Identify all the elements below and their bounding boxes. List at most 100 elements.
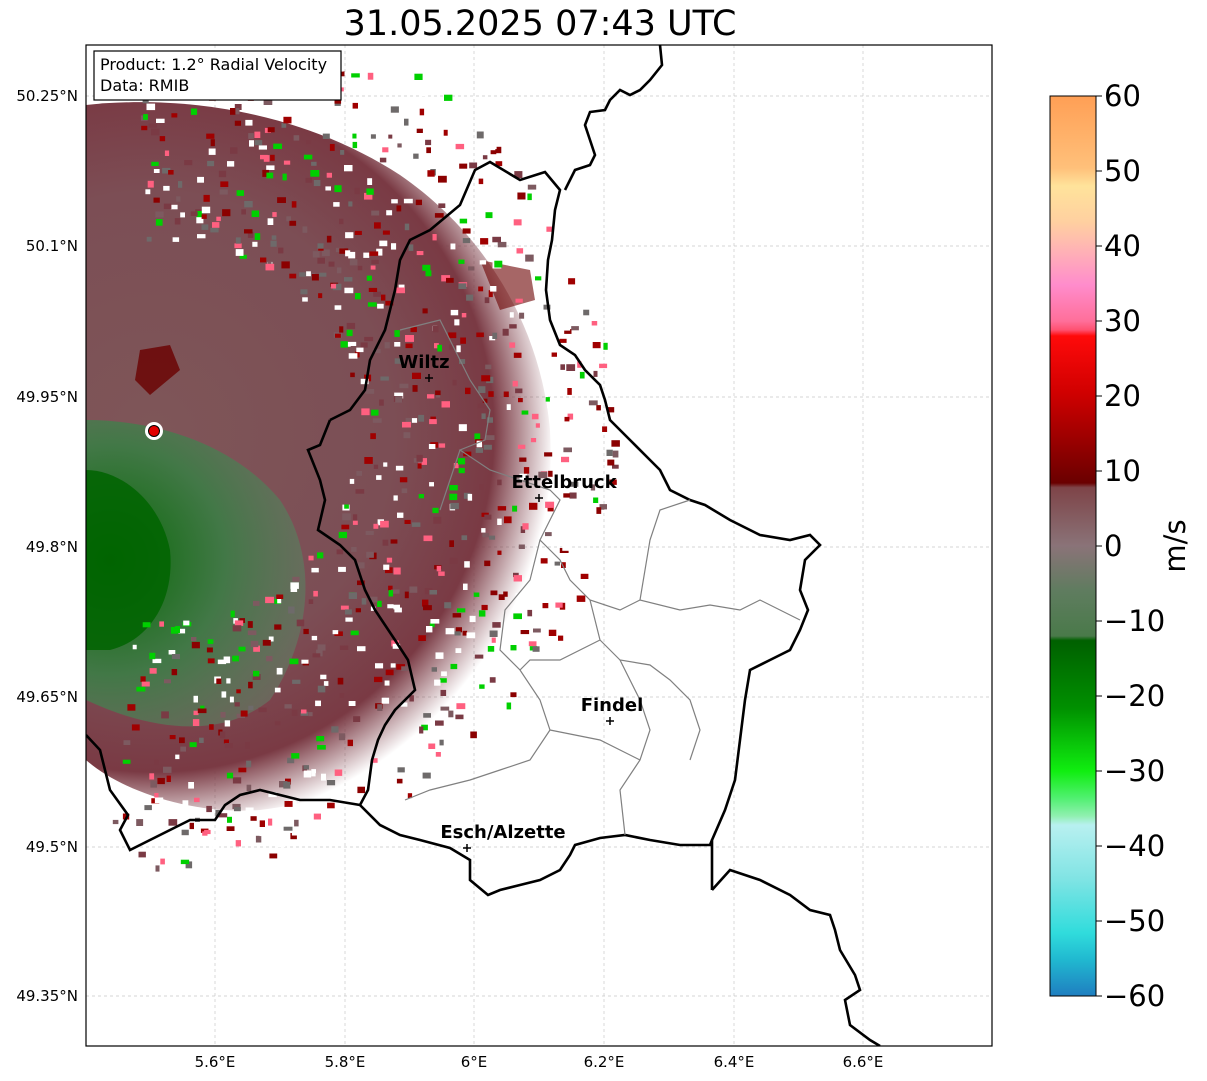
speckle-gate [311,635,318,641]
speckle-gate [354,230,362,235]
speckle-gate [373,291,381,297]
speckle-gate [180,212,185,218]
speckle-gate [394,330,400,337]
speckle-gate [254,233,261,240]
speckle-gate [394,607,402,613]
speckle-gate [267,218,274,225]
speckle-gate [593,370,598,377]
plot-frame [85,44,993,1047]
speckle-gate [561,562,566,568]
speckle-gate [281,261,290,269]
speckle-gate [479,260,487,265]
speckle-gate [291,831,299,836]
speckle-gate [481,375,491,382]
speckle-gate [477,403,486,409]
speckle-gate [377,600,382,607]
speckle-gate [176,196,181,202]
speckle-gate [543,304,551,310]
speckle-gate [481,528,486,533]
speckle-gate [255,835,262,843]
speckle-gate [345,609,352,615]
city-markers: Wiltz Ettelbruck Findel Esch/Alzette [398,352,643,852]
speckle-gate [226,678,231,684]
speckle-gate [132,644,137,650]
speckle-gate [391,640,399,647]
speckle-gate [143,114,148,120]
speckle-gate [435,652,444,659]
speckle-gate [168,170,174,175]
speckle-gate [509,312,514,318]
speckle-gate [463,492,471,499]
speckle-gate [381,294,386,301]
speckle-gate [545,397,550,402]
speckle-gate [412,372,421,379]
speckle-gate [481,604,488,611]
speckle-gate [371,409,379,416]
speckle-gate [254,140,263,146]
speckle-gate [562,621,571,628]
speckle-gate [283,160,291,165]
speckle-gate [443,129,448,136]
speckle-gate [287,757,295,764]
speckle-gate [197,234,206,239]
speckle-gate [336,549,344,555]
speckle-gate [334,185,342,193]
speckle-gate [540,558,548,564]
speckle-gate [308,712,313,717]
colorbar: 60 50 40 30 20 10 0 −10 −20 −30 −40 −50 −60 m/s [1049,79,1192,1013]
speckle-gate [430,619,440,624]
speckle-gate [246,784,252,792]
speckle-gate [274,721,281,726]
speckle-gate [484,514,492,520]
speckle-gate [364,192,373,200]
speckle-gate [354,815,362,823]
x-tick-label: 6.2°E [584,1053,625,1071]
speckle-gate [234,620,244,626]
speckle-gate [468,266,475,271]
speckle-gate [355,489,365,494]
speckle-gate [302,297,308,302]
speckle-gate [291,753,300,759]
speckle-gate [145,189,151,195]
speckle-gate [566,364,576,371]
speckle-gate [474,654,484,659]
speckle-gate [251,210,260,217]
speckle-gate [435,752,441,757]
speckle-gate [510,645,517,651]
speckle-gate [321,113,326,121]
speckle-gate [354,187,360,195]
speckle-gate [339,693,345,698]
speckle-gate [577,346,586,353]
speckle-gate [533,628,541,633]
speckle-gate [247,231,254,238]
speckle-gate [458,283,467,289]
speckle-gate [401,666,409,671]
speckle-gate [303,765,309,770]
speckle-gate [416,128,423,133]
speckle-gate [486,417,493,423]
speckle-gate [263,98,273,105]
speckle-gate [585,514,591,520]
speckle-gate [483,227,492,232]
speckle-gate [248,681,253,689]
speckle-gate [512,380,518,387]
speckle-gate [146,236,152,242]
speckle-gate [458,467,465,474]
speckle-gate [171,113,178,118]
speckle-gate [311,161,317,166]
speckle-gate [450,502,459,510]
speckle-gate [191,641,200,649]
speckle-gate [347,739,353,747]
speckle-gate [396,778,403,784]
speckle-gate [459,218,468,224]
speckle-gate [271,235,277,240]
speckle-gate [341,524,350,530]
speckle-gate [555,602,563,608]
city-marker-findel: Findel [581,695,643,725]
speckle-gate [462,630,468,636]
speckle-gate [274,687,281,693]
speckle-gate [283,781,291,789]
speckle-gate [385,669,394,676]
speckle-gate [431,667,437,672]
